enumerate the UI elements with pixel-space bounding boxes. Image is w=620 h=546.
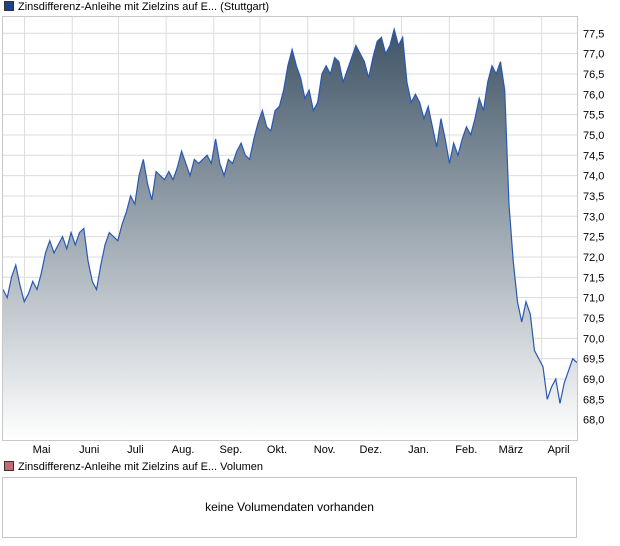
- y-tick-label: 76,5: [583, 69, 604, 81]
- x-tick-label: Mai: [33, 444, 51, 456]
- x-tick-label: Aug.: [172, 444, 195, 456]
- y-tick-label: 72,0: [583, 252, 604, 264]
- y-tick-label: 68,0: [583, 415, 604, 427]
- y-tick-label: 75,0: [583, 130, 604, 142]
- no-volume-message: keine Volumendaten vorhanden: [205, 500, 374, 514]
- x-tick-label: Juni: [79, 444, 99, 456]
- x-tick-label: Feb.: [455, 444, 477, 456]
- y-tick-label: 69,5: [583, 354, 604, 366]
- volume-legend-swatch: [4, 461, 14, 471]
- y-tick-label: 73,0: [583, 211, 604, 223]
- x-tick-label: Nov.: [314, 444, 336, 456]
- x-tick-label: Juli: [127, 444, 144, 456]
- x-tick-label: Okt.: [267, 444, 287, 456]
- price-legend-swatch: [4, 1, 14, 11]
- y-tick-label: 73,5: [583, 191, 604, 203]
- plot-frame: [2, 16, 578, 441]
- y-tick-label: 74,5: [583, 150, 604, 162]
- y-tick-label: 71,5: [583, 272, 604, 284]
- y-tick-label: 71,0: [583, 293, 604, 305]
- x-tick-label: März: [499, 444, 523, 456]
- y-tick-label: 76,0: [583, 89, 604, 101]
- y-tick-label: 77,5: [583, 28, 604, 40]
- x-tick-label: Jan.: [408, 444, 429, 456]
- price-legend: Zinsdifferenz-Anleihe mit Zielzins auf E…: [4, 0, 269, 14]
- y-tick-label: 69,0: [583, 374, 604, 386]
- y-tick-label: 68,5: [583, 394, 604, 406]
- volume-legend-label: Zinsdifferenz-Anleihe mit Zielzins auf E…: [18, 461, 263, 473]
- volume-legend: Zinsdifferenz-Anleihe mit Zielzins auf E…: [4, 460, 263, 474]
- y-tick-label: 77,0: [583, 49, 604, 61]
- y-tick-label: 72,5: [583, 232, 604, 244]
- volume-panel: keine Volumendaten vorhanden: [2, 477, 577, 538]
- price-legend-label: Zinsdifferenz-Anleihe mit Zielzins auf E…: [18, 1, 270, 13]
- price-area: [3, 29, 577, 440]
- price-line: [2, 26, 578, 404]
- y-axis: 68,0 68,5 69,0 69,5 70,0 70,5 71,0 71,5 72,0 72,5…: [583, 28, 604, 426]
- x-tick-label: Dez.: [360, 444, 383, 456]
- x-axis: Mai Juni Juli Aug. Sep. Okt. Nov. Dez. Jan. Feb. M…: [33, 444, 570, 456]
- y-tick-label: 70,0: [583, 333, 604, 345]
- x-tick-label: April: [548, 444, 570, 456]
- price-chart: 68,0 68,5 69,0 69,5 70,0 70,5 71,0 71,5 72,0 72,5…: [2, 16, 604, 456]
- y-tick-label: 70,5: [583, 313, 604, 325]
- x-tick-label: Sep.: [220, 444, 243, 456]
- y-tick-label: 75,5: [583, 110, 604, 122]
- y-tick-label: 74,0: [583, 171, 604, 183]
